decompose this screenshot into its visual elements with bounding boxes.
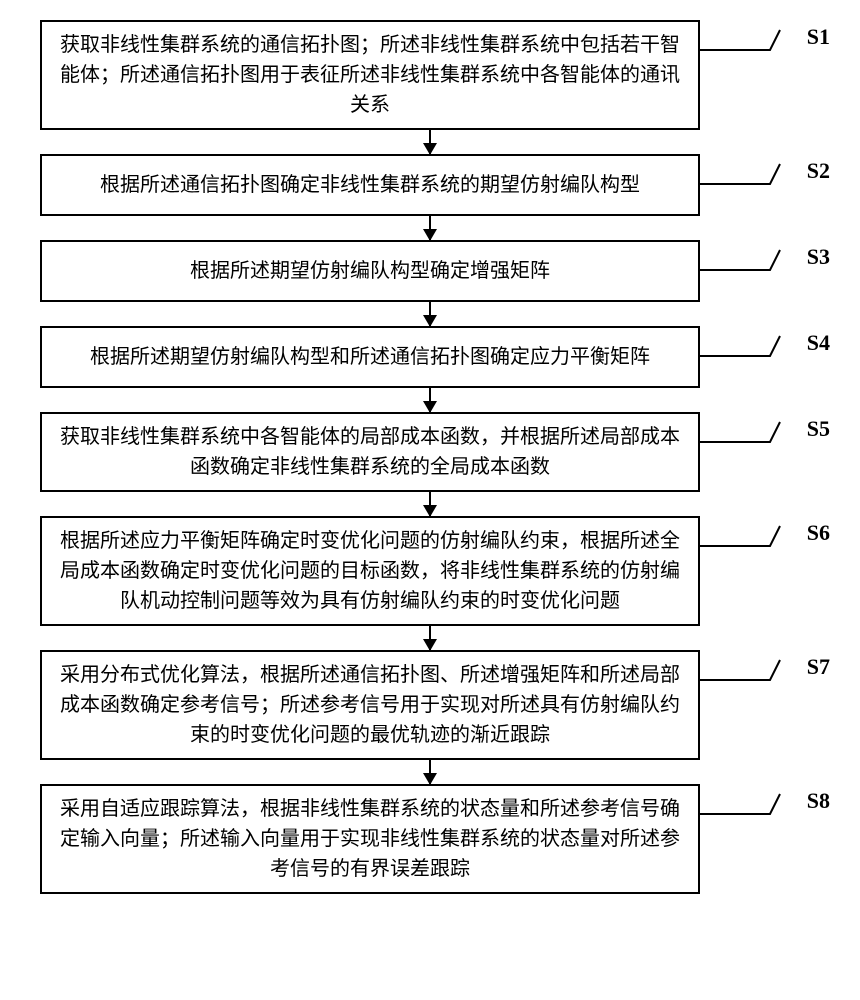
arrow-wrap — [100, 302, 760, 326]
arrow-wrap — [100, 626, 760, 650]
step-box-s4: 根据所述期望仿射编队构型和所述通信拓扑图确定应力平衡矩阵 — [40, 326, 700, 388]
arrow-down-icon — [429, 216, 431, 240]
step-row: 根据所述通信拓扑图确定非线性集群系统的期望仿射编队构型S2 — [40, 154, 820, 216]
step-bracket — [700, 332, 790, 356]
arrow-down-icon — [429, 626, 431, 650]
arrow-wrap — [100, 130, 760, 154]
step-label-s3: S3 — [807, 244, 830, 270]
arrow-wrap — [100, 760, 760, 784]
step-label-s5: S5 — [807, 416, 830, 442]
step-box-s1: 获取非线性集群系统的通信拓扑图；所述非线性集群系统中包括若干智能体；所述通信拓扑… — [40, 20, 700, 130]
step-left-column: 根据所述应力平衡矩阵确定时变优化问题的仿射编队约束，根据所述全局成本函数确定时变… — [40, 516, 700, 626]
step-box-s6: 根据所述应力平衡矩阵确定时变优化问题的仿射编队约束，根据所述全局成本函数确定时变… — [40, 516, 700, 626]
arrow-down-icon — [429, 130, 431, 154]
step-left-column: 采用分布式优化算法，根据所述通信拓扑图、所述增强矩阵和所述局部成本函数确定参考信… — [40, 650, 700, 760]
arrow-wrap — [100, 388, 760, 412]
step-label-s1: S1 — [807, 24, 830, 50]
step-box-s3: 根据所述期望仿射编队构型确定增强矩阵 — [40, 240, 700, 302]
step-left-column: 根据所述通信拓扑图确定非线性集群系统的期望仿射编队构型 — [40, 154, 700, 216]
step-label-s8: S8 — [807, 788, 830, 814]
step-bracket — [700, 246, 790, 270]
step-bracket — [700, 26, 790, 50]
step-row: 获取非线性集群系统中各智能体的局部成本函数，并根据所述局部成本函数确定非线性集群… — [40, 412, 820, 492]
step-bracket — [700, 656, 790, 680]
step-label-s7: S7 — [807, 654, 830, 680]
step-left-column: 采用自适应跟踪算法，根据非线性集群系统的状态量和所述参考信号确定输入向量；所述输… — [40, 784, 700, 894]
arrow-down-icon — [429, 302, 431, 326]
step-bracket — [700, 790, 790, 814]
arrow-down-icon — [429, 388, 431, 412]
step-row: 根据所述期望仿射编队构型确定增强矩阵S3 — [40, 240, 820, 302]
arrow-wrap — [100, 216, 760, 240]
step-bracket — [700, 418, 790, 442]
step-bracket — [700, 522, 790, 546]
step-row: 获取非线性集群系统的通信拓扑图；所述非线性集群系统中包括若干智能体；所述通信拓扑… — [40, 20, 820, 130]
step-box-s5: 获取非线性集群系统中各智能体的局部成本函数，并根据所述局部成本函数确定非线性集群… — [40, 412, 700, 492]
step-row: 采用分布式优化算法，根据所述通信拓扑图、所述增强矩阵和所述局部成本函数确定参考信… — [40, 650, 820, 760]
step-bracket — [700, 160, 790, 184]
step-row: 采用自适应跟踪算法，根据非线性集群系统的状态量和所述参考信号确定输入向量；所述输… — [40, 784, 820, 894]
step-box-s2: 根据所述通信拓扑图确定非线性集群系统的期望仿射编队构型 — [40, 154, 700, 216]
step-box-s8: 采用自适应跟踪算法，根据非线性集群系统的状态量和所述参考信号确定输入向量；所述输… — [40, 784, 700, 894]
step-left-column: 根据所述期望仿射编队构型和所述通信拓扑图确定应力平衡矩阵 — [40, 326, 700, 388]
step-row: 根据所述应力平衡矩阵确定时变优化问题的仿射编队约束，根据所述全局成本函数确定时变… — [40, 516, 820, 626]
step-left-column: 根据所述期望仿射编队构型确定增强矩阵 — [40, 240, 700, 302]
arrow-down-icon — [429, 492, 431, 516]
step-box-s7: 采用分布式优化算法，根据所述通信拓扑图、所述增强矩阵和所述局部成本函数确定参考信… — [40, 650, 700, 760]
step-label-s6: S6 — [807, 520, 830, 546]
arrow-down-icon — [429, 760, 431, 784]
step-label-s4: S4 — [807, 330, 830, 356]
arrow-wrap — [100, 492, 760, 516]
step-left-column: 获取非线性集群系统中各智能体的局部成本函数，并根据所述局部成本函数确定非线性集群… — [40, 412, 700, 492]
step-label-s2: S2 — [807, 158, 830, 184]
step-row: 根据所述期望仿射编队构型和所述通信拓扑图确定应力平衡矩阵S4 — [40, 326, 820, 388]
step-left-column: 获取非线性集群系统的通信拓扑图；所述非线性集群系统中包括若干智能体；所述通信拓扑… — [40, 20, 700, 130]
